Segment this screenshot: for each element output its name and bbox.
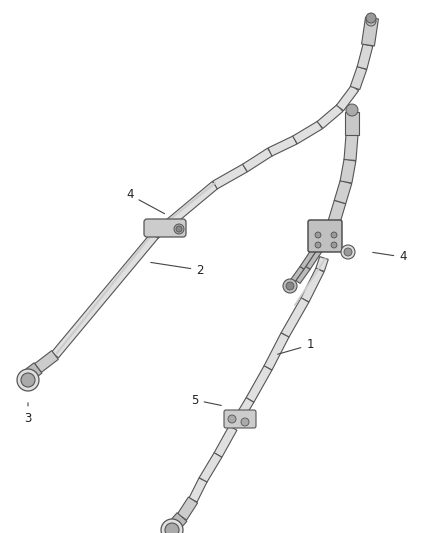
Circle shape [174,224,184,234]
Circle shape [283,279,297,293]
Polygon shape [199,453,222,482]
Polygon shape [340,159,356,183]
Polygon shape [306,248,322,269]
Polygon shape [363,21,377,46]
Text: 4: 4 [126,189,165,214]
Polygon shape [268,136,297,156]
Circle shape [366,13,376,23]
Polygon shape [357,44,373,69]
Polygon shape [350,66,367,90]
Polygon shape [300,248,316,269]
Polygon shape [52,232,159,358]
Circle shape [366,16,376,26]
Polygon shape [293,121,322,144]
Text: 1: 1 [278,338,314,354]
Text: 3: 3 [0,532,1,533]
Text: 3: 3 [25,403,32,424]
Polygon shape [290,266,304,284]
Polygon shape [213,164,247,189]
Circle shape [331,242,337,248]
Text: 4: 4 [373,251,407,263]
Polygon shape [170,513,187,529]
Polygon shape [189,478,207,502]
Circle shape [228,415,236,423]
Circle shape [331,232,337,238]
Polygon shape [334,180,352,204]
Polygon shape [281,298,309,337]
Polygon shape [35,351,58,373]
Polygon shape [152,182,218,238]
Circle shape [315,232,321,238]
Polygon shape [316,256,328,271]
Polygon shape [246,366,272,402]
FancyBboxPatch shape [308,220,342,252]
Circle shape [346,104,358,116]
Circle shape [165,523,179,533]
Polygon shape [26,363,42,379]
Circle shape [344,248,352,256]
Polygon shape [345,112,359,135]
Circle shape [17,369,39,391]
Polygon shape [362,17,378,46]
Polygon shape [301,268,324,302]
Text: 5: 5 [191,393,221,407]
Polygon shape [243,148,272,172]
Polygon shape [344,134,358,160]
Polygon shape [328,200,346,224]
Polygon shape [214,426,237,457]
Polygon shape [177,497,198,520]
FancyBboxPatch shape [224,410,256,428]
Polygon shape [264,333,289,370]
Circle shape [161,519,183,533]
Polygon shape [336,85,359,111]
Circle shape [286,282,294,290]
Polygon shape [231,398,254,427]
Circle shape [315,242,321,248]
Circle shape [341,245,355,259]
Circle shape [176,226,182,232]
Polygon shape [296,266,310,284]
Polygon shape [317,104,343,128]
Text: 2: 2 [151,262,204,277]
Circle shape [241,418,249,426]
Circle shape [21,373,35,387]
FancyBboxPatch shape [144,219,186,237]
